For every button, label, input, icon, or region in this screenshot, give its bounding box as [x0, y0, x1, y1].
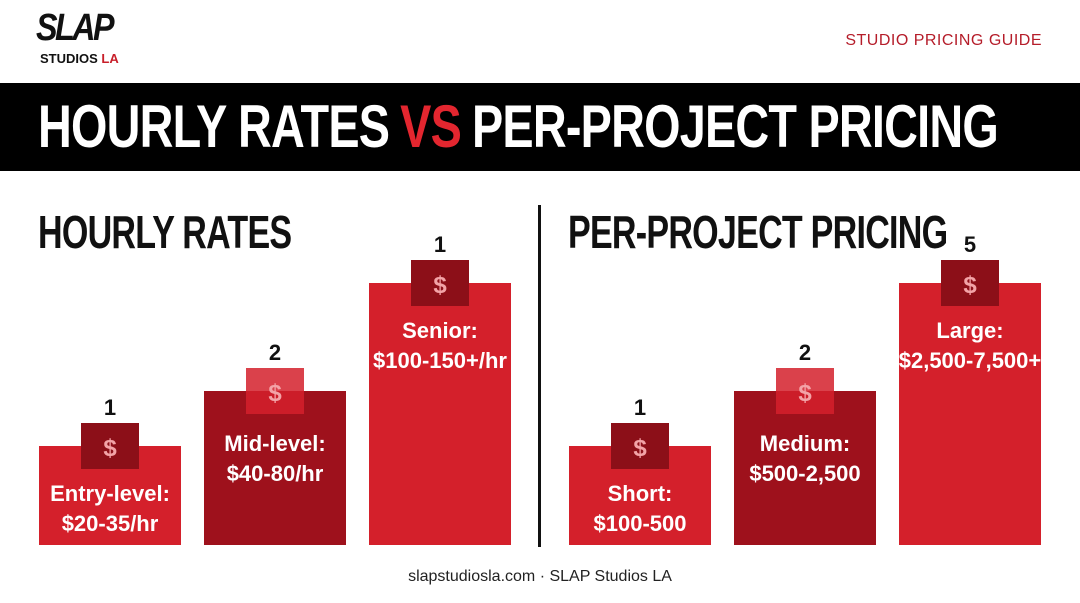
section-title-project: PER-PROJECT PRICING: [568, 206, 948, 258]
brand-logo: SLAP STUDIOS LA: [36, 7, 119, 72]
dollar-sign-icon: $: [103, 435, 117, 462]
dollar-sign-icon: $: [633, 435, 647, 462]
section-divider: [538, 205, 541, 547]
dollar-sign-icon: $: [798, 380, 812, 407]
bar-value-label: 2: [799, 340, 811, 365]
logo-wordmark: SLAP: [36, 7, 115, 49]
dollar-sign-icon: $: [433, 272, 447, 299]
dollar-tag-icon: [411, 260, 469, 306]
bar-range-label: $2,500-7,500+: [899, 348, 1042, 373]
bar-value-label: 1: [634, 395, 646, 420]
page-title: HOURLY RATES VS PER-PROJECT PRICING: [38, 87, 999, 167]
dollar-tag-icon: [776, 368, 834, 414]
bar-category-label: Entry-level:: [50, 481, 170, 506]
bar-range-label: $20-35/hr: [62, 511, 159, 536]
bar-range-label: $100-150+/hr: [373, 348, 507, 373]
bar-value-label: 1: [434, 232, 446, 257]
title-left: HOURLY RATES: [38, 93, 390, 160]
title-vs: VS: [400, 93, 462, 160]
dollar-tag-icon: [941, 260, 999, 306]
logo-subtitle: STUDIOS LA: [40, 51, 119, 66]
bar-category-label: Large:: [936, 318, 1003, 343]
dollar-sign-icon: $: [963, 272, 977, 299]
bar-range-label: $100-500: [594, 511, 687, 536]
bar-0-2: [369, 283, 511, 545]
footer-text: slapstudiosla.com · SLAP Studios LA: [408, 568, 672, 585]
bar-0-1: [204, 391, 346, 545]
dollar-tag-icon: [246, 368, 304, 414]
bar-range-label: $40-80/hr: [227, 461, 324, 486]
bar-category-label: Mid-level:: [224, 431, 325, 456]
bar-value-label: 2: [269, 340, 281, 365]
bar-category-label: Senior:: [402, 318, 478, 343]
section-title-hourly: HOURLY RATES: [38, 206, 292, 258]
bar-range-label: $500-2,500: [749, 461, 860, 486]
bar-1-1: [734, 391, 876, 545]
title-right: PER-PROJECT PRICING: [471, 93, 999, 160]
dollar-sign-icon: $: [268, 380, 282, 407]
title-banner: HOURLY RATES VS PER-PROJECT PRICING: [0, 83, 1080, 171]
bar-value-label: 1: [104, 395, 116, 420]
bar-category-label: Short:: [608, 481, 673, 506]
dollar-tag-icon: [611, 423, 669, 469]
dollar-tag-icon: [81, 423, 139, 469]
bar-1-2: [899, 283, 1041, 545]
bar-value-label: 5: [964, 232, 976, 257]
bar-category-label: Medium:: [760, 431, 850, 456]
pricing-guide-label: STUDIO PRICING GUIDE: [845, 32, 1042, 49]
